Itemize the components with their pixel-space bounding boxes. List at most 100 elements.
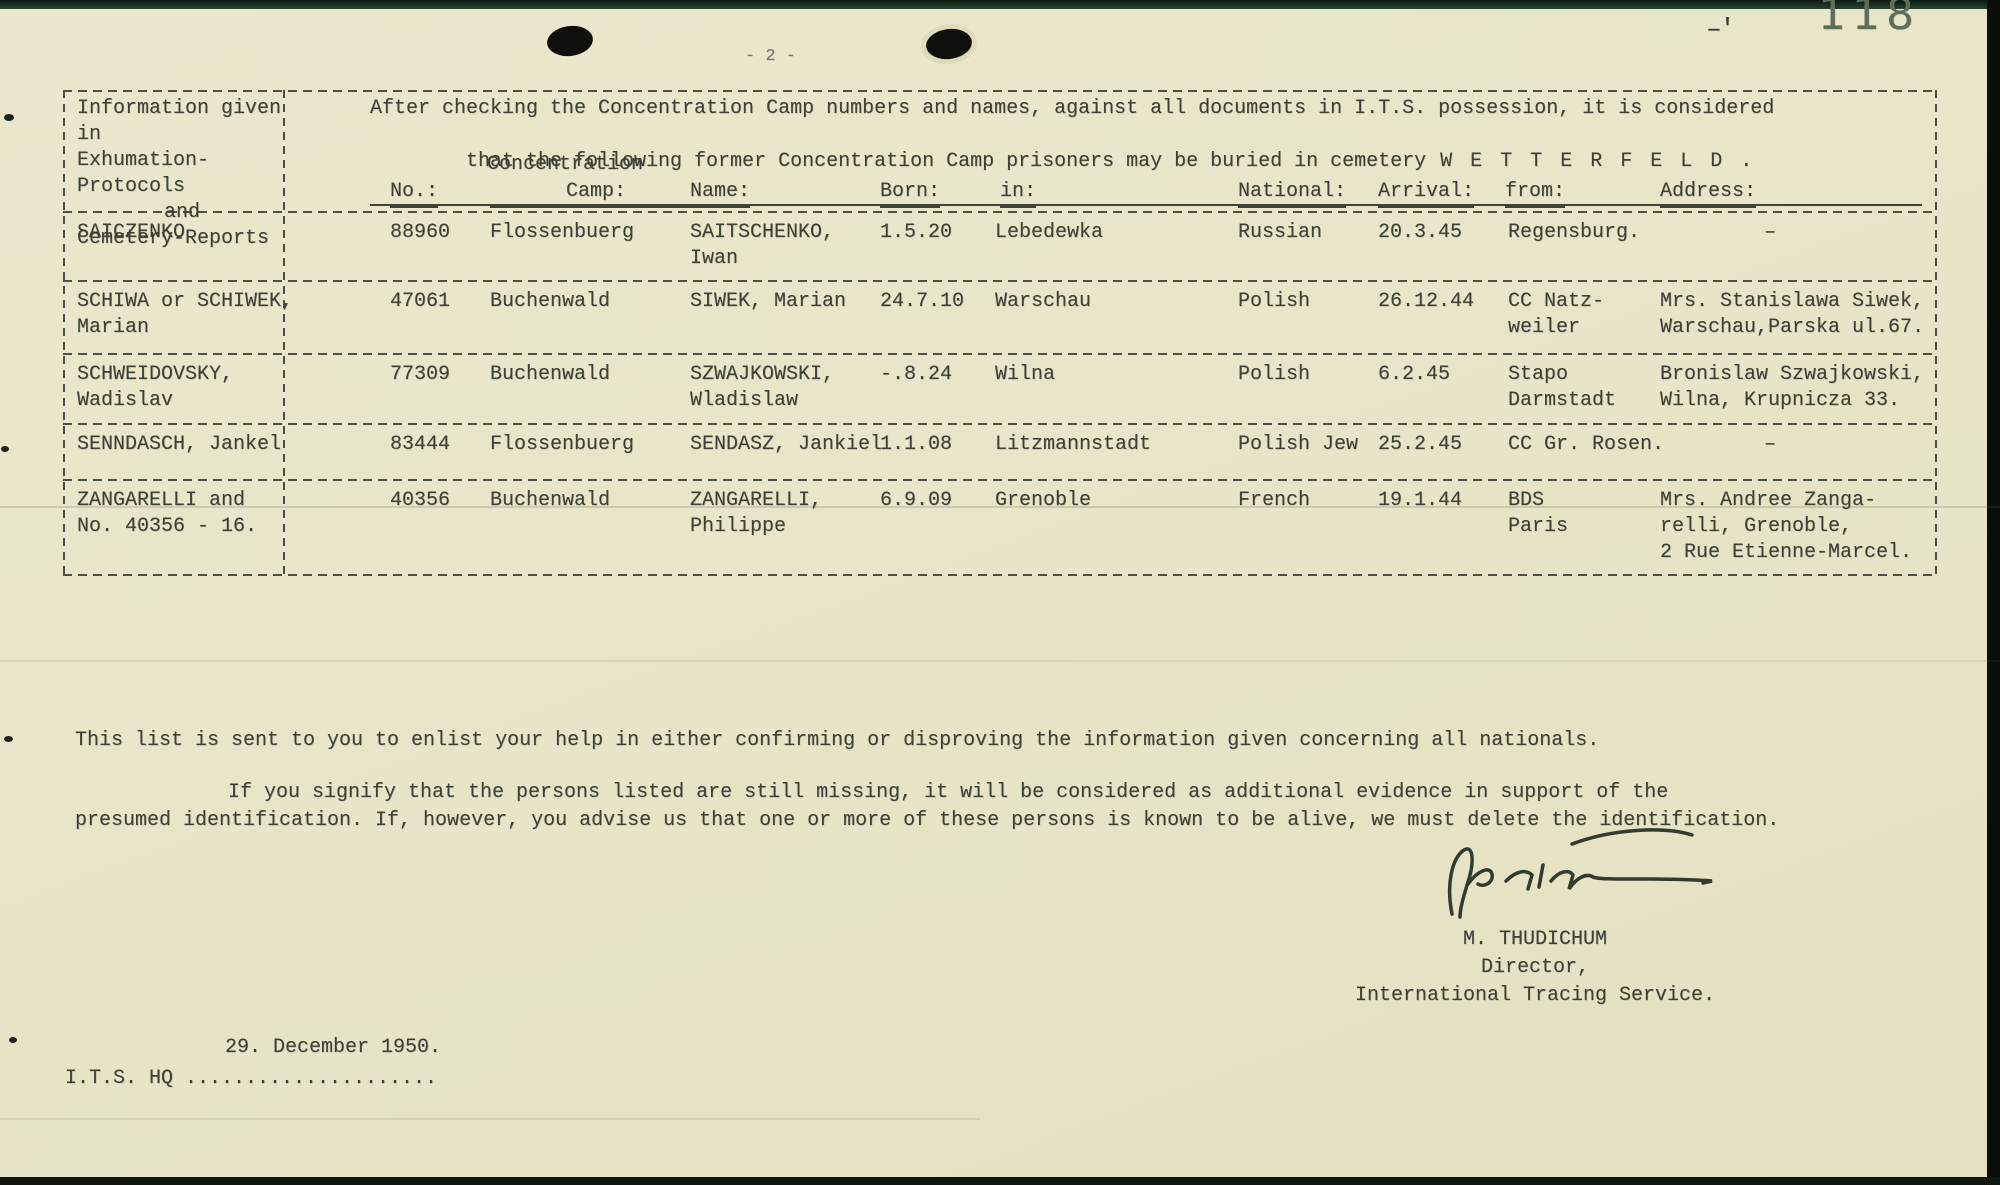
- signatory-name: M. THUDICHUM: [1462, 928, 1608, 951]
- cell-arrival: 25.2.45: [1378, 433, 1463, 456]
- cell-born: 1.5.20: [880, 221, 953, 244]
- cell-camp-number: 88960: [390, 221, 451, 244]
- column-header-no: No.:: [390, 179, 439, 208]
- cell-born: 1.1.08: [880, 433, 953, 456]
- cell-arrival: 26.12.44: [1378, 290, 1475, 313]
- cell-name: ZANGARELLI, Philippe: [690, 489, 823, 538]
- cell-protocol-name: SAICZENKO: [77, 221, 186, 244]
- office-line: I.T.S. HQ .....................: [65, 1067, 438, 1090]
- cell-camp: Buchenwald: [490, 489, 611, 512]
- cell-national: Polish: [1238, 363, 1311, 386]
- cell-protocol-name: ZANGARELLI and No. 40356 - 16.: [77, 489, 258, 538]
- cell-camp-number: 83444: [390, 433, 451, 456]
- cell-arrival-from: CC Natz- weiler: [1508, 290, 1605, 339]
- punch-hole-right: [924, 26, 974, 62]
- scan-edge-right: [1987, 0, 2000, 1185]
- cell-arrival: 6.2.45: [1378, 363, 1451, 386]
- intro-line-2: that the following former Concentration …: [370, 123, 1922, 206]
- cell-arrival-from: Regensburg.: [1508, 221, 1641, 244]
- cell-address: Mrs. Stanislawa Siwek, Warschau,Parska u…: [1660, 290, 1925, 339]
- paper-crease: [0, 660, 2000, 662]
- handwritten-corner-mark: –': [1706, 14, 1735, 44]
- scan-speck: [4, 736, 13, 742]
- column-header-national: National:: [1238, 179, 1347, 208]
- cell-address: –: [1764, 433, 1777, 456]
- cell-born: 6.9.09: [880, 489, 953, 512]
- cell-camp-number: 40356: [390, 489, 451, 512]
- cell-born-in: Wilna: [995, 363, 1056, 386]
- body-paragraph-2-line-2: presumed identification. If, however, yo…: [75, 809, 1780, 832]
- cell-camp-number: 47061: [390, 290, 451, 313]
- table-row-divider: [63, 479, 1937, 481]
- column-header-concentration: Concentration: [487, 153, 644, 176]
- signatory-organization: International Tracing Service.: [1354, 984, 1716, 1007]
- table-row-divider: [63, 211, 1937, 213]
- cell-national: Polish Jew: [1238, 433, 1359, 456]
- table-row-divider: [63, 280, 1937, 282]
- table-row-divider: [63, 353, 1937, 355]
- column-header-arrival: Arrival:: [1378, 179, 1475, 208]
- left-header-line: Exhumation-Protocols: [77, 149, 210, 198]
- cell-arrival: 20.3.45: [1378, 221, 1463, 244]
- scan-speck: [4, 114, 14, 121]
- table-row: SENNDASCH, Jankel 83444 Flossenbuerg SEN…: [63, 425, 1937, 481]
- date-line: 29. December 1950.: [225, 1036, 442, 1059]
- table-border-top: [63, 90, 1937, 92]
- scan-edge-bottom: [0, 1177, 2000, 1185]
- cell-protocol-name: SENNDASCH, Jankel: [77, 433, 282, 456]
- cell-address: –: [1764, 221, 1777, 244]
- table-row: SCHIWA or SCHIWEK, Marian 47061 Buchenwa…: [63, 282, 1937, 355]
- signatory-title: Director,: [1480, 956, 1590, 979]
- punch-hole-left: [545, 23, 595, 59]
- left-column-header: Information given in Exhumation-Protocol…: [77, 96, 287, 252]
- column-header-name: Name:: [690, 179, 751, 208]
- column-header-camp: Camp:: [490, 179, 702, 208]
- scan-edge-top: [0, 0, 2000, 9]
- cell-born-in: Warschau: [995, 290, 1092, 313]
- column-header-from: from:: [1505, 179, 1566, 208]
- table-border-bottom: [63, 574, 1937, 576]
- left-header-line: and: [163, 201, 200, 224]
- table-column-divider: [283, 90, 285, 576]
- table-header: Information given in Exhumation-Protocol…: [63, 90, 1937, 250]
- cell-name: SZWAJKOWSKI, Wladislaw: [690, 363, 835, 412]
- cell-protocol-name: SCHWEIDOVSKY, Wadislav: [77, 363, 234, 412]
- table-row: ZANGARELLI and No. 40356 - 16. 40356 Buc…: [63, 481, 1937, 576]
- intro-line-1: After checking the Concentration Camp nu…: [370, 97, 1775, 120]
- column-header-address: Address:: [1660, 179, 1757, 208]
- column-header-in: in:: [1000, 179, 1037, 208]
- cell-protocol-name: SCHIWA or SCHIWEK, Marian: [77, 290, 294, 339]
- cell-born-in: Litzmannstadt: [995, 433, 1152, 456]
- left-header-line: Cemetery-Reports: [77, 227, 270, 250]
- signature-block: M. THUDICHUM Director, International Tra…: [1335, 926, 1735, 1010]
- cell-camp-number: 77309: [390, 363, 451, 386]
- cell-arrival-from: BDS Paris: [1508, 489, 1569, 538]
- body-paragraph-1: This list is sent to you to enlist your …: [75, 729, 1600, 752]
- page-indicator: - 2 -: [745, 47, 797, 66]
- cell-national: Russian: [1238, 221, 1323, 244]
- cell-address: Bronislaw Szwajkowski, Wilna, Krupnicza …: [1660, 363, 1925, 412]
- prisoner-table: Information given in Exhumation-Protocol…: [63, 90, 1937, 576]
- paper-crease: [0, 506, 2000, 508]
- signature-mark: [1447, 828, 1713, 919]
- cell-national: French: [1238, 489, 1311, 512]
- cell-born: 24.7.10: [880, 290, 965, 313]
- cell-camp: Buchenwald: [490, 290, 611, 313]
- table-row: SCHWEIDOVSKY, Wadislav 77309 Buchenwald …: [63, 355, 1937, 425]
- table-border-left: [63, 90, 65, 576]
- table-row: SAICZENKO 88960 Flossenbuerg SAITSCHENKO…: [63, 213, 1937, 282]
- cell-arrival: 19.1.44: [1378, 489, 1463, 512]
- cell-national: Polish: [1238, 290, 1311, 313]
- cell-camp: Buchenwald: [490, 363, 611, 386]
- left-header-line: Information given in: [77, 97, 282, 146]
- paper-crease: [0, 1118, 980, 1120]
- scan-speck: [9, 1037, 17, 1043]
- cell-address: Mrs. Andree Zanga- relli, Grenoble, 2 Ru…: [1660, 489, 1913, 564]
- cemetery-name: W E T T E R F E L D .: [1440, 150, 1756, 173]
- cell-arrival-from: Stapo Darmstadt: [1508, 363, 1617, 412]
- body-paragraph-2-line-1: If you signify that the persons listed a…: [228, 781, 1669, 804]
- cell-name: SENDASZ, Jankiel: [690, 433, 883, 456]
- intro-line-2-text: that the following former Concentration …: [466, 150, 1427, 173]
- column-header-born: Born:: [880, 179, 941, 208]
